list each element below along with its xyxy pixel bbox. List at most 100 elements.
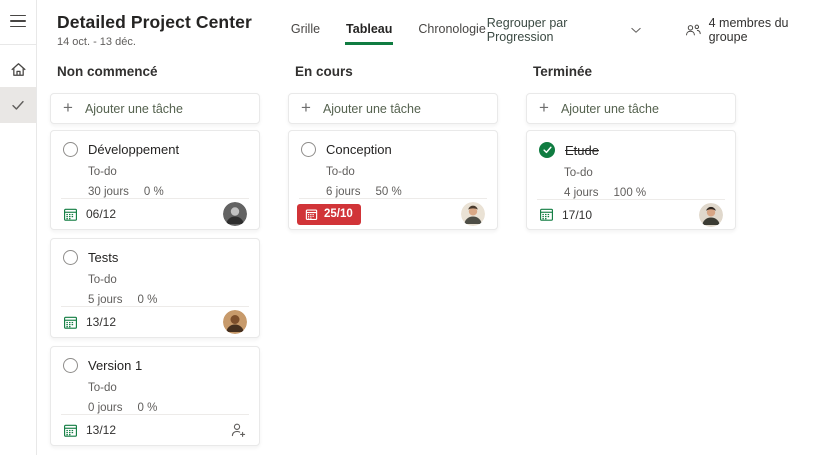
group-by-label: Regrouper par Progression bbox=[486, 16, 568, 44]
completed-check-icon[interactable] bbox=[539, 142, 555, 158]
assignee-avatar[interactable] bbox=[699, 202, 723, 227]
task-name: Version 1 bbox=[88, 358, 143, 373]
avatar-photo bbox=[223, 202, 247, 226]
project-header: Detailed Project Center 14 oct. - 13 déc… bbox=[50, 12, 820, 48]
complete-task-circle[interactable] bbox=[63, 358, 78, 373]
main-content: Detailed Project Center 14 oct. - 13 déc… bbox=[37, 0, 840, 455]
task-name: Développement bbox=[88, 142, 180, 157]
task-percent: 0 % bbox=[143, 186, 164, 198]
task-percent: 0 % bbox=[137, 402, 158, 414]
task-bucket: To-do bbox=[88, 382, 117, 394]
title-block: Detailed Project Center 14 oct. - 13 déc… bbox=[57, 12, 252, 48]
column-title: En cours bbox=[295, 64, 353, 79]
add-task-button[interactable]: + Ajouter une tâche bbox=[526, 93, 736, 124]
due-date-text: 25/10 bbox=[324, 208, 353, 220]
plus-icon: + bbox=[301, 98, 311, 117]
task-card-body: Version 1 To-do 0 jours 0 % bbox=[51, 347, 259, 414]
task-card-tests[interactable]: Tests To-do 5 jours 0 % bbox=[50, 238, 260, 338]
task-duration: 0 jours bbox=[88, 402, 123, 414]
column-terminee: Terminée + Ajouter une tâche Etude To-do bbox=[526, 64, 736, 454]
task-duration: 4 jours bbox=[564, 187, 599, 199]
due-date-text: 13/12 bbox=[86, 315, 117, 329]
tab-grille[interactable]: Grille bbox=[290, 21, 321, 36]
due-date-text: 17/10 bbox=[562, 207, 593, 222]
sidebar-item-home[interactable] bbox=[0, 51, 36, 87]
task-card-footer: 17/10 bbox=[537, 199, 725, 229]
due-date: 13/12 bbox=[63, 423, 116, 438]
avatar-photo bbox=[461, 202, 485, 226]
tab-tableau[interactable]: Tableau bbox=[345, 18, 394, 45]
complete-task-circle[interactable] bbox=[63, 250, 78, 265]
task-percent: 0 % bbox=[137, 294, 158, 306]
task-bucket: To-do bbox=[326, 166, 355, 178]
task-card-etude[interactable]: Etude To-do 4 jours 100 % bbox=[526, 130, 736, 230]
task-name: Conception bbox=[326, 142, 392, 157]
avatar-photo bbox=[699, 202, 723, 227]
add-task-button[interactable]: + Ajouter une tâche bbox=[288, 93, 498, 124]
group-members-button[interactable]: 4 membres du groupe bbox=[685, 16, 820, 44]
plus-icon: + bbox=[539, 98, 549, 117]
hamburger-menu-button[interactable] bbox=[0, 0, 36, 36]
assign-person-button[interactable] bbox=[230, 422, 247, 438]
avatar-photo bbox=[223, 310, 247, 334]
column-en-cours: En cours + Ajouter une tâche Conception … bbox=[288, 64, 498, 454]
chevron-down-icon bbox=[631, 27, 641, 33]
people-icon bbox=[686, 24, 701, 36]
complete-task-circle[interactable] bbox=[63, 142, 78, 157]
calendar-icon bbox=[64, 208, 77, 221]
column-non-commence: Non commencé + Ajouter une tâche Dévelop… bbox=[50, 64, 260, 454]
add-task-label: Ajouter une tâche bbox=[560, 101, 659, 116]
task-percent: 100 % bbox=[613, 187, 647, 199]
task-card-body: Conception To-do 6 jours 50 % bbox=[289, 131, 497, 198]
task-duration: 5 jours bbox=[88, 294, 123, 306]
add-task-label: Ajouter une tâche bbox=[84, 101, 183, 116]
assignee-avatar[interactable] bbox=[223, 202, 247, 226]
sidebar-item-tasks[interactable] bbox=[0, 87, 36, 123]
home-icon bbox=[10, 62, 26, 76]
plus-icon: + bbox=[63, 98, 73, 117]
task-card-footer: 25/10 bbox=[297, 198, 487, 229]
column-title: Terminée bbox=[533, 64, 593, 79]
task-card-body: Développement To-do 30 jours 0 % bbox=[51, 131, 259, 198]
group-by-dropdown[interactable]: Regrouper par Progression bbox=[487, 16, 641, 44]
task-duration: 30 jours bbox=[88, 186, 129, 198]
due-date: 17/10 bbox=[539, 207, 592, 222]
task-card-body: Etude To-do 4 jours 100 % bbox=[527, 131, 735, 199]
hamburger-icon bbox=[10, 14, 26, 28]
task-card-footer: 13/12 bbox=[61, 306, 249, 337]
calendar-icon bbox=[540, 208, 553, 221]
sidebar-divider bbox=[0, 44, 36, 45]
checkmark-icon bbox=[12, 100, 24, 110]
task-name: Tests bbox=[88, 250, 119, 265]
due-date: 06/12 bbox=[63, 207, 116, 222]
add-task-label: Ajouter une tâche bbox=[322, 101, 421, 116]
task-bucket: To-do bbox=[88, 166, 117, 178]
calendar-icon bbox=[64, 424, 77, 437]
task-card-version-1[interactable]: Version 1 To-do 0 jours 0 % bbox=[50, 346, 260, 446]
task-card-footer: 06/12 bbox=[61, 198, 249, 229]
person-add-icon bbox=[231, 423, 246, 437]
column-title: Non commencé bbox=[57, 64, 158, 79]
due-date: 13/12 bbox=[63, 315, 116, 330]
kanban-board: Non commencé + Ajouter une tâche Dévelop… bbox=[50, 48, 820, 454]
view-tabs: Grille Tableau Chronologie bbox=[290, 18, 487, 45]
task-percent: 50 % bbox=[375, 186, 402, 198]
assignee-avatar[interactable] bbox=[461, 202, 485, 226]
left-sidebar bbox=[0, 0, 37, 455]
task-bucket: To-do bbox=[564, 167, 593, 179]
task-bucket: To-do bbox=[88, 274, 117, 286]
tab-chronologie[interactable]: Chronologie bbox=[418, 21, 486, 36]
task-card-body: Tests To-do 5 jours 0 % bbox=[51, 239, 259, 306]
complete-task-circle[interactable] bbox=[301, 142, 316, 157]
overdue-date-badge: 25/10 bbox=[297, 203, 361, 225]
add-task-button[interactable]: + Ajouter une tâche bbox=[50, 93, 260, 124]
due-date-text: 06/12 bbox=[86, 207, 117, 221]
task-duration: 6 jours bbox=[326, 186, 361, 198]
assignee-avatar[interactable] bbox=[223, 310, 247, 334]
project-date-range: 14 oct. - 13 déc. bbox=[57, 36, 136, 48]
task-card-developpement[interactable]: Développement To-do 30 jours 0 % bbox=[50, 130, 260, 230]
page-title: Detailed Project Center bbox=[57, 12, 252, 32]
calendar-icon bbox=[64, 316, 77, 329]
task-card-conception[interactable]: Conception To-do 6 jours 50 % bbox=[288, 130, 498, 230]
task-name: Etude bbox=[565, 142, 599, 158]
